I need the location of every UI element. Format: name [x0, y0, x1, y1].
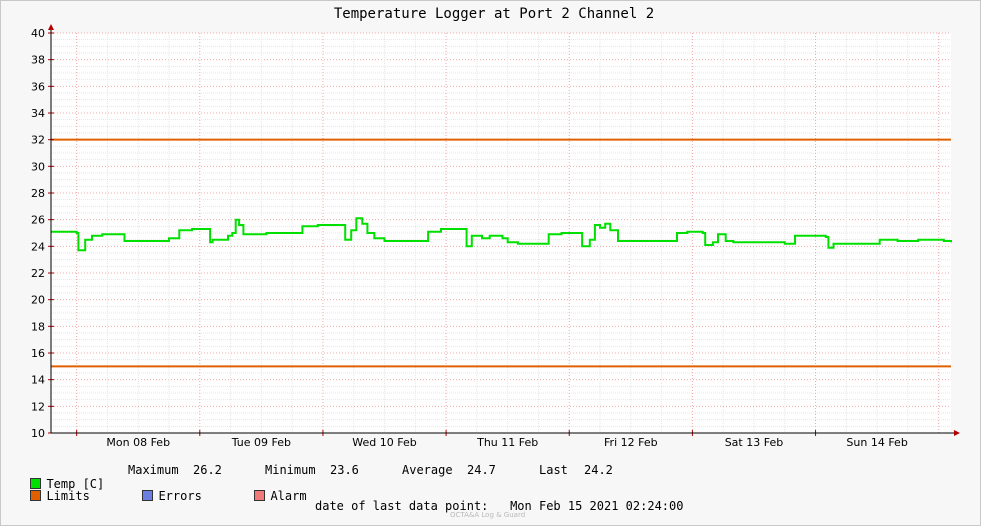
last-label: Last — [539, 463, 568, 477]
y-tick-label: 40 — [31, 27, 45, 40]
x-tick-label: Fri 12 Feb — [604, 436, 658, 449]
x-tick-label: Sun 14 Feb — [846, 436, 907, 449]
maximum-value: 26.2 — [193, 463, 222, 477]
legend-last: Last — [539, 463, 568, 477]
y-tick-label: 28 — [31, 187, 45, 200]
average-label: Average — [402, 463, 453, 477]
temp-swatch-icon — [30, 478, 42, 489]
x-tick-label: Mon 08 Feb — [106, 436, 170, 449]
legend-last-value: 24.2 — [584, 463, 613, 477]
y-tick-label: 24 — [31, 240, 45, 253]
limits-label: Limits — [46, 489, 90, 503]
alarm-swatch-icon — [254, 490, 266, 501]
legend-minimum: Minimum — [265, 463, 316, 477]
limits-swatch-icon — [30, 490, 42, 501]
y-axis-arrow-icon — [48, 24, 54, 30]
y-tick-label: 10 — [31, 427, 45, 440]
legend-minimum-value: 23.6 — [330, 463, 359, 477]
errors-swatch-icon — [142, 490, 154, 501]
x-tick-label: Wed 10 Feb — [352, 436, 416, 449]
x-axis-arrow-icon — [954, 430, 960, 436]
last-point-label: date of last data point: — [315, 499, 489, 513]
legend-limits: Limits — [16, 475, 90, 503]
y-tick-label: 18 — [31, 320, 45, 333]
y-tick-label: 12 — [31, 400, 45, 413]
last-point-value: Mon Feb 15 2021 02:24:00 — [510, 499, 684, 513]
alarm-label: Alarm — [270, 489, 307, 503]
legend-errors: Errors — [128, 475, 202, 503]
minimum-label: Minimum — [265, 463, 316, 477]
minimum-value: 23.6 — [330, 463, 359, 477]
last-data-point: date of last data point: Mon Feb 15 2021… — [315, 499, 683, 513]
y-tick-label: 22 — [31, 267, 45, 280]
grid — [51, 32, 951, 434]
last-value: 24.2 — [584, 463, 613, 477]
legend-average-value: 24.7 — [467, 463, 496, 477]
y-tick-label: 16 — [31, 347, 45, 360]
x-tick-label: Tue 09 Feb — [231, 436, 291, 449]
watermark: OCTA&A Log & Guard — [450, 511, 526, 519]
legend-average: Average — [402, 463, 453, 477]
maximum-label: Maximum — [128, 463, 179, 477]
legend-temp-label: Temp [C] — [46, 477, 105, 491]
legend-row-1: Temp [C] — [16, 463, 104, 491]
legend-maximum-value: 26.2 — [193, 463, 222, 477]
y-tick-label: 30 — [31, 160, 45, 173]
chart-title: Temperature Logger at Port 2 Channel 2 — [334, 6, 654, 22]
y-tick-label: 32 — [31, 134, 45, 147]
legend-maximum: Maximum — [128, 463, 179, 477]
limit-lines — [51, 138, 951, 368]
y-tick-label: 20 — [31, 294, 45, 307]
temp-series — [51, 217, 952, 252]
y-tick-label: 14 — [31, 374, 45, 387]
y-tick-label: 26 — [31, 214, 45, 227]
y-tick-label: 36 — [31, 80, 45, 93]
axes: 10 12 14 16 18 20 22 24 26 28 30 32 34 36 38 40 Mon 08 F… — [31, 24, 960, 449]
legend-alarm: Alarm — [240, 475, 307, 503]
errors-label: Errors — [158, 489, 202, 503]
x-tick-label: Sat 13 Feb — [725, 436, 784, 449]
y-tick-label: 38 — [31, 54, 45, 67]
x-tick-label: Thu 11 Feb — [476, 436, 538, 449]
average-value: 24.7 — [467, 463, 496, 477]
temp-series-line — [51, 217, 952, 252]
y-tick-label: 34 — [31, 107, 45, 120]
